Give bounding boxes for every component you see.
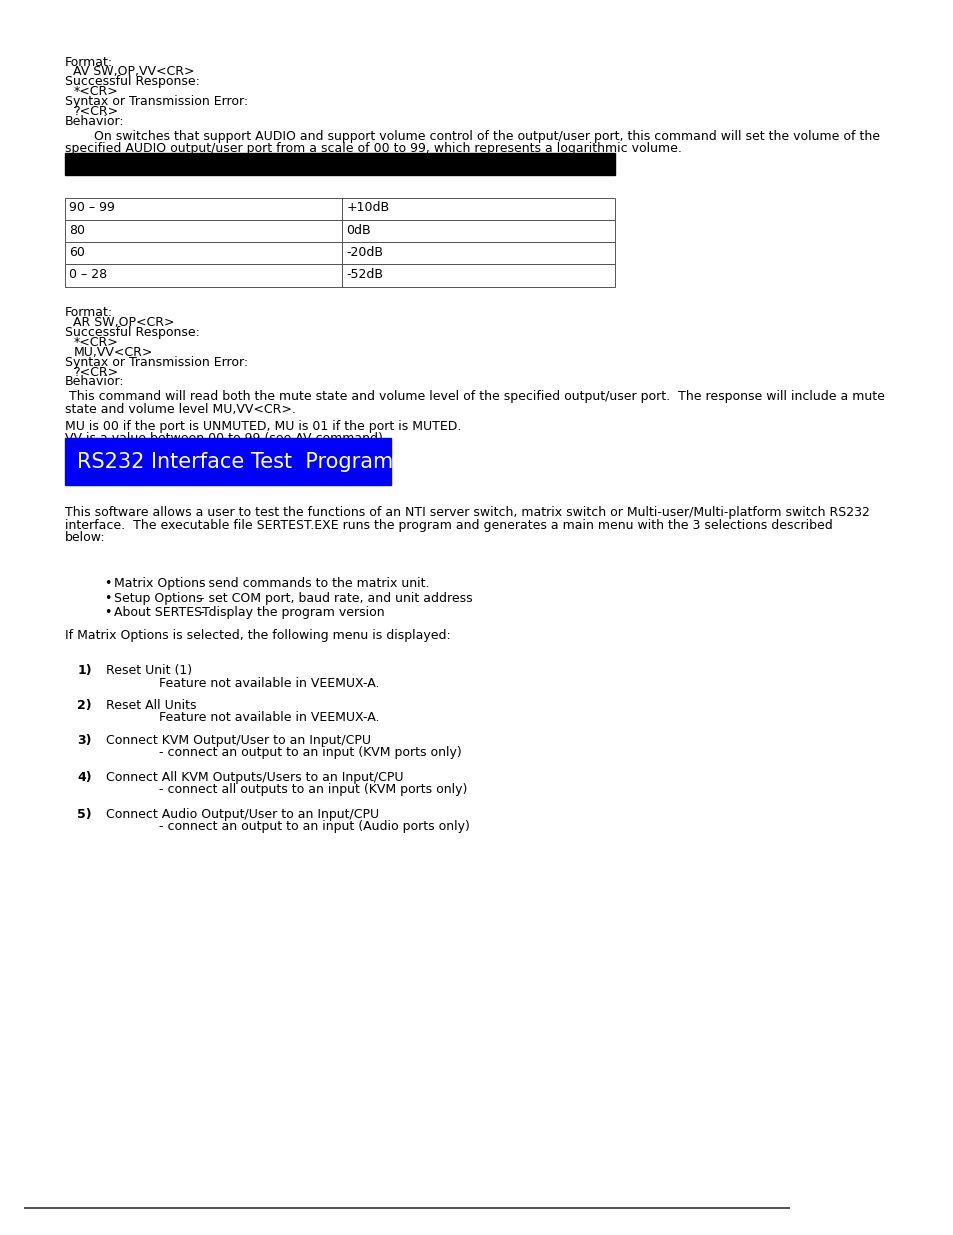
Text: - set COM port, baud rate, and unit address: - set COM port, baud rate, and unit addr… bbox=[199, 592, 472, 605]
Text: About SERTEST: About SERTEST bbox=[114, 606, 210, 620]
Text: - connect all outputs to an input (KVM ports only): - connect all outputs to an input (KVM p… bbox=[159, 783, 467, 797]
Text: Reset All Units: Reset All Units bbox=[106, 699, 196, 713]
Text: - connect an output to an input (Audio ports only): - connect an output to an input (Audio p… bbox=[159, 820, 469, 834]
Bar bbox=[65, 198, 615, 220]
Text: interface.  The executable file SERTEST.EXE runs the program and generates a mai: interface. The executable file SERTEST.E… bbox=[65, 519, 832, 532]
Text: *<CR>: *<CR> bbox=[73, 336, 118, 350]
Text: Feature not available in VEEMUX-A.: Feature not available in VEEMUX-A. bbox=[159, 711, 379, 725]
Text: Syntax or Transmission Error:: Syntax or Transmission Error: bbox=[65, 356, 248, 369]
Text: 90 – 99: 90 – 99 bbox=[70, 201, 115, 215]
Text: -52dB: -52dB bbox=[346, 268, 383, 282]
Text: Syntax or Transmission Error:: Syntax or Transmission Error: bbox=[65, 95, 248, 109]
Text: •: • bbox=[104, 577, 112, 590]
Text: MU,VV<CR>: MU,VV<CR> bbox=[73, 346, 152, 359]
Text: below:: below: bbox=[65, 531, 106, 545]
Text: 5): 5) bbox=[77, 808, 91, 821]
Text: Behavior:: Behavior: bbox=[65, 375, 125, 389]
Text: 0dB: 0dB bbox=[346, 224, 371, 237]
Text: Setup Options: Setup Options bbox=[114, 592, 202, 605]
Bar bbox=[65, 438, 391, 485]
Text: Feature not available in VEEMUX-A.: Feature not available in VEEMUX-A. bbox=[159, 677, 379, 690]
Text: specified AUDIO output/user port from a scale of 00 to 99, which represents a lo: specified AUDIO output/user port from a … bbox=[65, 142, 681, 156]
Text: This command will read both the mute state and volume level of the specified out: This command will read both the mute sta… bbox=[70, 390, 884, 404]
Text: ?<CR>: ?<CR> bbox=[73, 105, 118, 119]
Text: - display the program version: - display the program version bbox=[199, 606, 384, 620]
Text: MU is 00 if the port is UNMUTED, MU is 01 if the port is MUTED.: MU is 00 if the port is UNMUTED, MU is 0… bbox=[65, 420, 461, 433]
Text: +10dB: +10dB bbox=[346, 201, 389, 215]
Text: *<CR>: *<CR> bbox=[73, 85, 118, 99]
Text: Connect All KVM Outputs/Users to an Input/CPU: Connect All KVM Outputs/Users to an Inpu… bbox=[106, 771, 403, 784]
Text: Format:: Format: bbox=[65, 56, 113, 69]
Text: Behavior:: Behavior: bbox=[65, 115, 125, 128]
Text: 60: 60 bbox=[70, 246, 85, 259]
Text: Successful Response:: Successful Response: bbox=[65, 326, 200, 340]
Text: Successful Response:: Successful Response: bbox=[65, 75, 200, 89]
Text: If Matrix Options is selected, the following menu is displayed:: If Matrix Options is selected, the follo… bbox=[65, 629, 451, 642]
Text: 1): 1) bbox=[77, 664, 91, 678]
Text: 0 – 28: 0 – 28 bbox=[70, 268, 108, 282]
Text: 80: 80 bbox=[70, 224, 85, 237]
Text: Connect KVM Output/User to an Input/CPU: Connect KVM Output/User to an Input/CPU bbox=[106, 734, 371, 747]
Bar bbox=[65, 220, 615, 242]
Text: - send commands to the matrix unit.: - send commands to the matrix unit. bbox=[199, 577, 429, 590]
Text: Connect Audio Output/User to an Input/CPU: Connect Audio Output/User to an Input/CP… bbox=[106, 808, 378, 821]
Text: - connect an output to an input (KVM ports only): - connect an output to an input (KVM por… bbox=[159, 746, 461, 760]
Bar bbox=[65, 242, 615, 264]
Text: VV is a value between 00 to 99 (see AV command).: VV is a value between 00 to 99 (see AV c… bbox=[65, 432, 387, 446]
Text: 3): 3) bbox=[77, 734, 91, 747]
Text: AV SW,OP,VV<CR>: AV SW,OP,VV<CR> bbox=[73, 65, 194, 79]
Text: This software allows a user to test the functions of an NTI server switch, matri: This software allows a user to test the … bbox=[65, 506, 869, 520]
Bar bbox=[65, 153, 615, 175]
Text: AR SW,OP<CR>: AR SW,OP<CR> bbox=[73, 316, 174, 330]
Text: •: • bbox=[104, 606, 112, 620]
Text: ?<CR>: ?<CR> bbox=[73, 366, 118, 379]
Text: RS232 Interface Test  Program: RS232 Interface Test Program bbox=[77, 452, 394, 472]
Bar bbox=[65, 264, 615, 287]
Text: Format:: Format: bbox=[65, 306, 113, 320]
Text: Reset Unit (1): Reset Unit (1) bbox=[106, 664, 192, 678]
Text: 2): 2) bbox=[77, 699, 91, 713]
Text: •: • bbox=[104, 592, 112, 605]
Text: state and volume level MU,VV<CR>.: state and volume level MU,VV<CR>. bbox=[65, 403, 295, 416]
Text: On switches that support AUDIO and support volume control of the output/user por: On switches that support AUDIO and suppo… bbox=[93, 130, 879, 143]
Text: 4): 4) bbox=[77, 771, 91, 784]
Text: -20dB: -20dB bbox=[346, 246, 383, 259]
Text: Matrix Options: Matrix Options bbox=[114, 577, 205, 590]
